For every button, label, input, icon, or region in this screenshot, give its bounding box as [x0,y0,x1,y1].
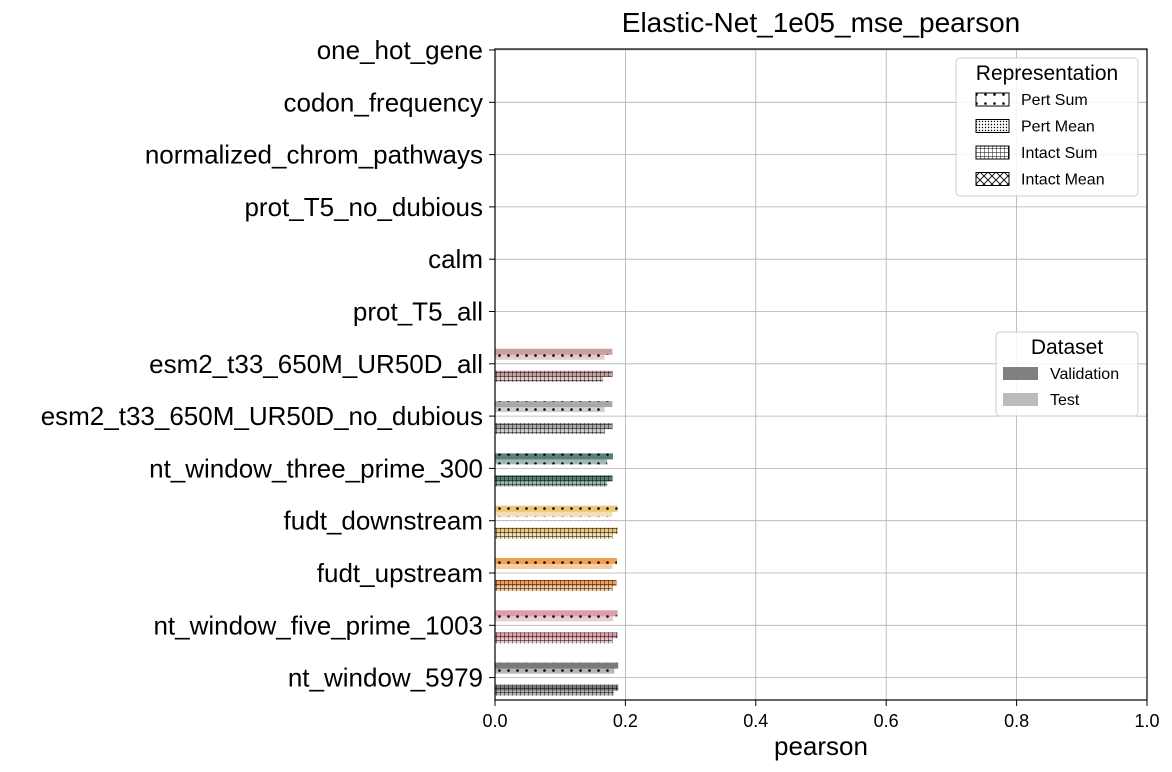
legend-representation: Representation Pert Sum Pert Mean Intact Su… [955,57,1139,197]
x-tick-label: 0.8 [1004,711,1029,731]
bar-hatch [495,637,613,644]
legend-label: Pert Sum [1021,92,1088,109]
y-tick-label: fudt_upstream [317,558,483,588]
legend-label: Validation [1050,366,1119,383]
bar-hatch [495,689,614,696]
y-tick-label: fudt_downstream [284,506,483,536]
bar-hatch [495,370,613,377]
y-tick-labels: one_hot_gene codon_frequency normalized_ch… [41,35,495,693]
bar-hatch [495,585,613,591]
bar-hatch [495,423,613,430]
bar-hatch [495,684,619,691]
x-tick-label: 0.6 [874,711,899,731]
legend-title: Dataset [1031,336,1104,359]
y-tick-label: nt_window_five_prime_1003 [153,610,483,640]
y-tick-label: nt_window_three_prime_300 [149,453,483,483]
x-axis-label: pearson [774,731,868,761]
bar-hatch [495,480,608,487]
bar-hatch [495,610,618,617]
bar-hatch [495,401,613,408]
x-tick-labels: 0.0 0.2 0.4 0.6 0.8 1.0 [482,700,1160,731]
bar-hatch [495,563,613,569]
legend-swatch [1003,367,1038,380]
bar-hatch [495,632,618,639]
bar-hatch [495,580,617,586]
y-tick-label: one_hot_gene [317,35,483,65]
y-tick-label: esm2_t33_650M_UR50D_no_dubious [41,401,483,431]
legend-swatch [975,119,1010,133]
x-tick-label: 0.2 [613,711,638,731]
y-tick-label: prot_T5_all [353,297,483,327]
legend-swatch [975,145,1010,160]
x-tick-label: 0.4 [743,711,768,731]
y-tick-label: prot_T5_no_dubious [244,192,483,222]
x-tick-label: 0.0 [482,711,507,731]
legend-label: Test [1050,392,1080,409]
y-tick-label: normalized_chrom_pathways [145,140,483,170]
plot-frame [494,48,1148,701]
bar-hatch [495,475,613,482]
bar-hatch [495,558,617,564]
legend-swatch [975,172,1010,186]
chart-title: Elastic-Net_1e05_mse_pearson [622,7,1020,38]
y-tick-label: esm2_t33_650M_UR50D_all [149,349,483,379]
bar-hatch [495,353,605,360]
bar-hatch [495,510,613,517]
legend-swatch [975,92,1010,107]
bar-hatch [495,667,615,674]
legend-swatch [1003,393,1038,406]
bars [495,348,619,696]
bar-hatch [495,505,618,512]
bar-hatch [495,532,613,539]
x-tick-label: 1.0 [1134,711,1159,731]
bar-hatch [495,458,608,465]
legend-dataset: Dataset Validation Test [995,331,1139,417]
bar-hatch [495,662,619,669]
bar-hatch [495,428,605,435]
bar-hatch [495,527,618,534]
bar-hatch [495,453,614,460]
legend-label: Intact Sum [1021,145,1097,162]
bar-hatch [495,375,604,382]
legend-label: Intact Mean [1021,172,1105,189]
bar-hatch [495,348,613,355]
y-tick-label: calm [428,244,483,274]
bar-hatch [495,406,605,413]
y-tick-label: codon_frequency [284,87,483,117]
bar-hatch [495,615,614,622]
legend-label: Pert Mean [1021,119,1095,136]
legend-title: Representation [976,62,1118,85]
y-tick-label: nt_window_5979 [288,663,483,693]
